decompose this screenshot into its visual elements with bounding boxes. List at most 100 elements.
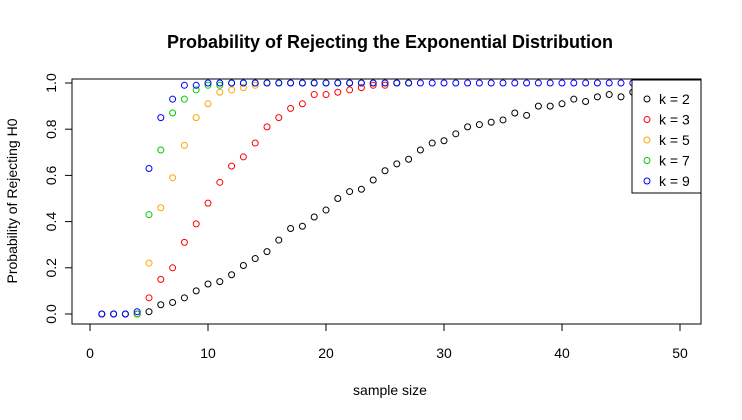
- data-point: [145, 294, 153, 302]
- data-point: [546, 102, 554, 110]
- data-point: [239, 84, 247, 92]
- data-point: [192, 81, 200, 89]
- data-point: [558, 79, 566, 87]
- series-3: [133, 79, 413, 318]
- y-tick-label: 0.0: [43, 304, 59, 324]
- data-point: [440, 79, 448, 87]
- data-point: [204, 79, 212, 87]
- data-point: [180, 141, 188, 149]
- data-point: [145, 308, 153, 316]
- series-1: [98, 84, 684, 318]
- data-point: [593, 79, 601, 87]
- data-point: [605, 79, 613, 87]
- data-point: [157, 204, 165, 212]
- plot-frame: [71, 78, 702, 325]
- data-point: [617, 79, 625, 87]
- legend-marker: [643, 116, 651, 123]
- data-point: [145, 259, 153, 267]
- data-point: [381, 79, 389, 87]
- data-point: [464, 123, 472, 131]
- data-point: [511, 79, 519, 87]
- legend-label: k = 2: [659, 91, 690, 107]
- data-point: [357, 185, 365, 193]
- data-point: [605, 91, 613, 99]
- x-tick-label: 30: [436, 345, 452, 361]
- data-point: [322, 206, 330, 214]
- data-point: [511, 109, 519, 117]
- data-point: [357, 84, 365, 92]
- legend-label: k = 9: [659, 173, 690, 189]
- data-point: [405, 155, 413, 163]
- series-5: [98, 79, 684, 318]
- data-point: [428, 79, 436, 87]
- data-point: [310, 91, 318, 99]
- data-point: [381, 81, 389, 89]
- data-point: [440, 137, 448, 145]
- data-point: [251, 139, 259, 147]
- data-point: [251, 81, 259, 89]
- data-point: [369, 176, 377, 184]
- y-tick-label: 0.6: [43, 165, 59, 185]
- data-point: [499, 116, 507, 124]
- data-point: [180, 95, 188, 103]
- data-point: [98, 310, 106, 318]
- data-point: [487, 79, 495, 87]
- data-point: [534, 102, 542, 110]
- data-point: [204, 280, 212, 288]
- data-point: [570, 79, 578, 87]
- data-point: [275, 79, 283, 87]
- y-tick-label: 0.8: [43, 119, 59, 139]
- y-tick-label: 0.4: [43, 212, 59, 232]
- data-point: [228, 79, 236, 87]
- data-point: [452, 130, 460, 138]
- data-point: [416, 79, 424, 87]
- legend-label: k = 5: [659, 132, 690, 148]
- data-point: [216, 178, 224, 186]
- data-point: [180, 238, 188, 246]
- data-point: [310, 213, 318, 221]
- data-point: [157, 114, 165, 122]
- legend: k = 2 k = 3 k = 5 k = 7 k = 9: [631, 79, 702, 194]
- data-point: [133, 310, 141, 318]
- data-point: [216, 88, 224, 96]
- x-tick-label: 0: [86, 345, 94, 361]
- data-point: [405, 79, 413, 87]
- data-point: [287, 104, 295, 112]
- data-point: [475, 79, 483, 87]
- data-point: [593, 93, 601, 101]
- data-point: [251, 255, 259, 263]
- data-point: [334, 195, 342, 202]
- y-axis-label: Probability of Rejecting H0: [4, 118, 20, 283]
- data-point: [393, 160, 401, 168]
- data-point: [275, 114, 283, 122]
- data-point: [169, 109, 177, 117]
- legend-marker: [643, 95, 651, 103]
- data-point: [133, 308, 141, 316]
- data-point: [487, 118, 495, 126]
- x-tick-label: 40: [554, 345, 570, 361]
- data-point: [228, 162, 236, 170]
- data-point: [287, 79, 295, 87]
- data-point: [393, 79, 401, 87]
- data-point: [582, 97, 590, 105]
- data-point: [357, 79, 365, 87]
- data-point: [192, 86, 200, 94]
- data-point: [464, 79, 472, 87]
- data-point: [346, 188, 354, 196]
- data-points: [98, 79, 684, 318]
- data-point: [322, 79, 330, 87]
- legend-label: k = 7: [659, 153, 690, 169]
- data-point: [157, 275, 165, 283]
- data-point: [239, 153, 247, 161]
- data-point: [228, 86, 236, 94]
- data-point: [180, 294, 188, 302]
- data-point: [110, 310, 118, 318]
- data-point: [169, 298, 177, 306]
- legend-marker: [643, 157, 651, 164]
- data-point: [369, 81, 377, 89]
- data-point: [523, 79, 531, 87]
- data-point: [475, 121, 483, 129]
- data-point: [192, 287, 200, 295]
- x-tick-label: 20: [318, 345, 334, 361]
